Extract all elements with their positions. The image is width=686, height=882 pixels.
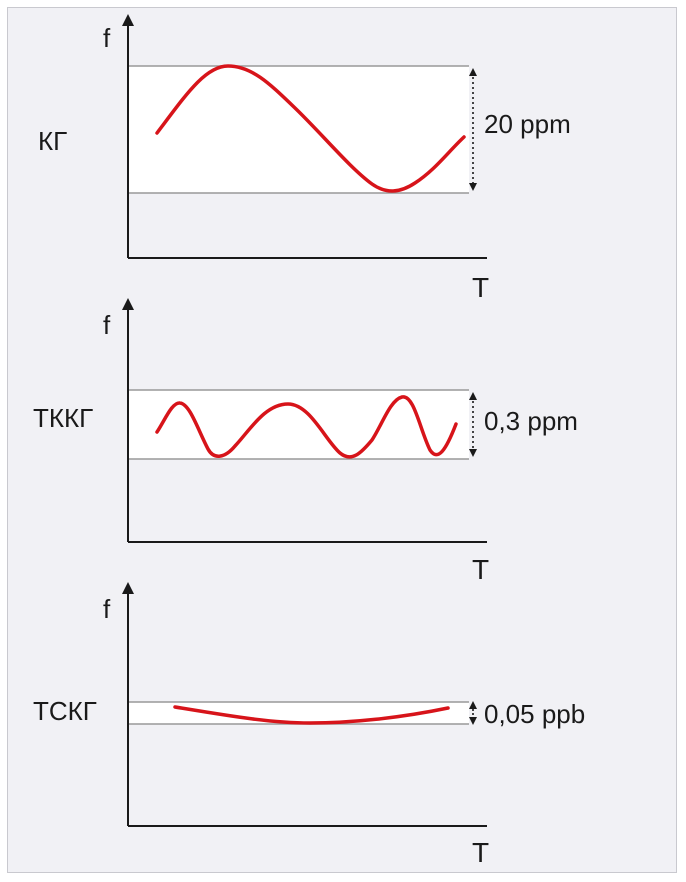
panel-tskg: f T ТСКГ 0,05 ppb: [33, 582, 585, 868]
frequency-curve: [155, 395, 458, 459]
range-label: 0,05 ppb: [484, 699, 585, 729]
stability-band: [128, 66, 469, 193]
y-axis-label: f: [103, 310, 111, 340]
y-axis-label: f: [103, 23, 111, 53]
y-axis-label: f: [103, 594, 111, 624]
stability-band: [128, 390, 469, 459]
x-axis-label: T: [472, 554, 489, 585]
panel-title: КГ: [38, 126, 67, 156]
frequency-curve: [155, 64, 466, 193]
range-label: 0,3 ppm: [484, 406, 578, 436]
frequency-curve: [173, 705, 450, 725]
range-label: 20 ppm: [484, 109, 571, 139]
panel-kg: f T КГ 20 ppm: [38, 14, 571, 303]
x-axis-label: T: [472, 272, 489, 303]
panel-title: ТККГ: [33, 403, 93, 433]
x-axis-label: T: [472, 837, 489, 868]
panel-tkkg: f T ТККГ 0,3 ppm: [33, 298, 578, 585]
panel-title: ТСКГ: [33, 696, 97, 726]
